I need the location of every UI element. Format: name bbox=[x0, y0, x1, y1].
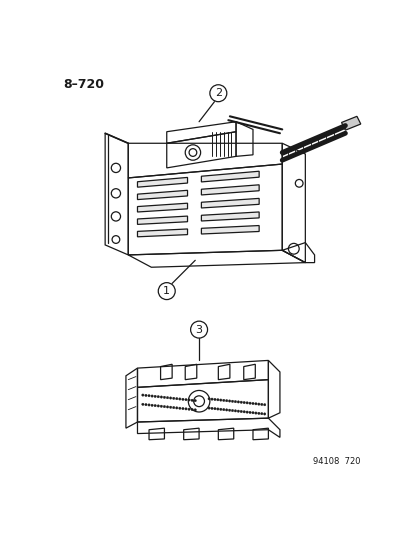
Circle shape bbox=[181, 407, 184, 410]
Circle shape bbox=[163, 406, 165, 408]
Circle shape bbox=[254, 412, 256, 414]
Circle shape bbox=[251, 411, 254, 414]
Circle shape bbox=[166, 397, 168, 399]
Polygon shape bbox=[137, 229, 187, 237]
Circle shape bbox=[207, 407, 210, 409]
Circle shape bbox=[248, 411, 251, 414]
Circle shape bbox=[260, 403, 262, 406]
Circle shape bbox=[263, 413, 265, 415]
Circle shape bbox=[237, 410, 239, 413]
Circle shape bbox=[237, 401, 239, 403]
Circle shape bbox=[254, 402, 256, 405]
Circle shape bbox=[251, 402, 254, 405]
Circle shape bbox=[213, 398, 216, 401]
Polygon shape bbox=[137, 177, 187, 187]
Circle shape bbox=[225, 400, 227, 402]
Polygon shape bbox=[201, 198, 259, 208]
Circle shape bbox=[240, 410, 242, 413]
Circle shape bbox=[216, 399, 218, 401]
Polygon shape bbox=[137, 203, 187, 212]
Circle shape bbox=[181, 398, 184, 400]
Circle shape bbox=[242, 410, 245, 413]
Circle shape bbox=[172, 407, 174, 409]
Text: 1: 1 bbox=[163, 286, 170, 296]
Circle shape bbox=[147, 394, 150, 397]
Circle shape bbox=[234, 400, 236, 403]
Circle shape bbox=[231, 409, 233, 411]
Circle shape bbox=[160, 405, 162, 407]
Circle shape bbox=[154, 395, 156, 398]
Circle shape bbox=[169, 406, 171, 408]
Circle shape bbox=[207, 398, 210, 400]
Circle shape bbox=[175, 407, 178, 409]
Polygon shape bbox=[201, 225, 259, 234]
Polygon shape bbox=[201, 212, 259, 221]
Circle shape bbox=[154, 405, 156, 407]
Circle shape bbox=[190, 408, 193, 411]
Circle shape bbox=[188, 399, 190, 401]
Circle shape bbox=[145, 394, 147, 397]
Circle shape bbox=[147, 404, 150, 406]
Text: 94108  720: 94108 720 bbox=[313, 457, 360, 466]
Circle shape bbox=[151, 404, 153, 407]
Text: 8–720: 8–720 bbox=[64, 78, 104, 91]
Polygon shape bbox=[201, 185, 259, 195]
Circle shape bbox=[228, 409, 230, 411]
Polygon shape bbox=[137, 216, 187, 224]
Circle shape bbox=[169, 397, 171, 399]
Circle shape bbox=[184, 399, 187, 401]
Polygon shape bbox=[201, 171, 259, 182]
Circle shape bbox=[213, 408, 216, 410]
Text: 3: 3 bbox=[195, 325, 202, 335]
Circle shape bbox=[190, 399, 193, 401]
Circle shape bbox=[172, 397, 174, 400]
Circle shape bbox=[141, 403, 144, 406]
Circle shape bbox=[194, 409, 196, 411]
Circle shape bbox=[178, 407, 180, 409]
Polygon shape bbox=[341, 116, 360, 130]
Circle shape bbox=[222, 399, 224, 401]
Circle shape bbox=[248, 402, 251, 405]
Circle shape bbox=[194, 399, 196, 402]
Circle shape bbox=[231, 400, 233, 402]
Circle shape bbox=[175, 398, 178, 400]
Circle shape bbox=[260, 413, 262, 415]
Circle shape bbox=[240, 401, 242, 403]
Circle shape bbox=[210, 407, 213, 409]
Circle shape bbox=[188, 408, 190, 410]
Circle shape bbox=[216, 408, 218, 410]
Circle shape bbox=[225, 409, 227, 411]
Circle shape bbox=[245, 411, 248, 413]
Circle shape bbox=[160, 396, 162, 398]
Circle shape bbox=[257, 412, 259, 415]
Circle shape bbox=[219, 408, 221, 410]
Circle shape bbox=[245, 402, 248, 404]
Circle shape bbox=[145, 403, 147, 406]
Circle shape bbox=[141, 394, 144, 396]
Circle shape bbox=[157, 395, 159, 398]
Polygon shape bbox=[137, 190, 187, 199]
Circle shape bbox=[157, 405, 159, 407]
Circle shape bbox=[234, 410, 236, 412]
Circle shape bbox=[163, 396, 165, 399]
Circle shape bbox=[210, 398, 213, 400]
Circle shape bbox=[178, 398, 180, 400]
Circle shape bbox=[242, 401, 245, 403]
Text: 2: 2 bbox=[214, 88, 221, 98]
Circle shape bbox=[166, 406, 168, 408]
Circle shape bbox=[184, 408, 187, 410]
Circle shape bbox=[257, 403, 259, 405]
Circle shape bbox=[228, 400, 230, 402]
Circle shape bbox=[219, 399, 221, 401]
Circle shape bbox=[222, 408, 224, 411]
Circle shape bbox=[263, 403, 265, 406]
Circle shape bbox=[151, 395, 153, 397]
